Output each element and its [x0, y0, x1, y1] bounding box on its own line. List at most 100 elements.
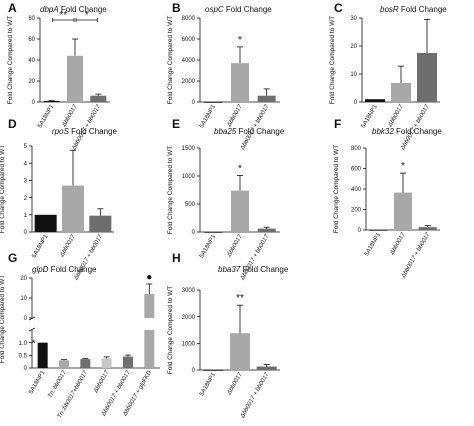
bar — [204, 101, 223, 103]
bar — [257, 228, 276, 232]
bar — [59, 360, 69, 368]
category-label-text: Δbb0017 — [59, 233, 77, 258]
panel-title-gene: rpoS — [52, 127, 70, 136]
category-label: Δbb0017 — [387, 103, 405, 128]
panel-title-gene: bbk32 — [372, 127, 394, 136]
panel-title-gene: ospC — [205, 5, 224, 14]
bar — [257, 95, 276, 102]
category-label-text: Δbb0017 — [387, 103, 405, 128]
y-tick-label: 800 — [351, 146, 362, 152]
category-label: Δbb0017 + bb0017 — [73, 233, 104, 282]
significance-marker: ● — [146, 272, 152, 283]
y-tick-label: 0 — [354, 100, 358, 106]
y-tick-label: 0 — [24, 230, 28, 236]
panel-title: bosR Fold Change — [380, 5, 447, 14]
y-tick-label: 0 — [192, 100, 196, 106]
bar — [230, 333, 250, 370]
panel-title-gene: bba25 — [214, 127, 237, 136]
bar — [34, 214, 57, 232]
bar — [203, 369, 224, 371]
bar — [144, 330, 155, 368]
panel-title-rest: Fold Change — [69, 127, 118, 136]
y-tick-label: 10 — [350, 72, 357, 78]
panel-title-rest: Fold Change — [399, 5, 448, 14]
panel-letter: C — [334, 1, 343, 15]
category-label-text: Δbb0017 — [226, 233, 244, 258]
y-tick-label: 20 — [20, 276, 27, 282]
y-tick-label: 0 — [24, 316, 28, 322]
category-label: Δbb0017 — [93, 369, 111, 394]
y-tick-label: 200 — [351, 208, 362, 214]
bracket-label: * — [85, 10, 89, 21]
y-tick-label: 8000 — [182, 16, 196, 22]
bar — [417, 53, 437, 102]
bar — [80, 359, 91, 368]
panel-letter: A — [8, 1, 17, 15]
y-tick-label: 40 — [28, 58, 35, 64]
category-label-text: Δbb0017 — [226, 103, 244, 128]
bar — [204, 231, 223, 233]
panel-title-rest: Fold Change — [394, 127, 443, 136]
y-tick-label: 4 — [24, 161, 28, 167]
y-tick-label: 0 — [24, 366, 28, 372]
y-tick-label: 600 — [351, 167, 362, 173]
y-tick-label: 1500 — [182, 146, 196, 152]
y-tick-label: 6000 — [182, 37, 196, 43]
bar — [369, 229, 388, 231]
category-label: 5A18NP1 — [199, 103, 217, 129]
y-tick-label: 3 — [24, 179, 28, 185]
panel-title: dbpA Fold Change — [40, 5, 107, 14]
y-tick-label: 2000 — [182, 315, 196, 321]
bar — [89, 215, 112, 232]
y-tick-label: 2000 — [182, 79, 196, 85]
y-tick-label: 20 — [350, 44, 357, 50]
panel-letter: F — [334, 117, 341, 131]
bar — [90, 95, 107, 102]
y-tick-label: 1000 — [182, 342, 196, 348]
bar — [391, 82, 411, 102]
panel-title-gene: glpD — [32, 265, 49, 274]
y-tick-label: 10 — [20, 296, 27, 302]
significance-marker: * — [238, 35, 242, 46]
category-label-text: Tn::bb0017 — [47, 369, 68, 399]
panel-title-rest: Fold Change — [224, 5, 273, 14]
y-tick-label: 4000 — [182, 58, 196, 64]
category-label: 5A18NP1 — [199, 233, 217, 259]
bar — [123, 356, 133, 368]
y-tick-label: 0 — [192, 230, 196, 236]
bar — [37, 342, 48, 368]
y-tick-label: 0 — [358, 228, 362, 234]
axis-break-mark — [28, 316, 36, 332]
category-label-text: Δbb0017 — [226, 371, 244, 396]
category-label-text: Δbb0017 — [61, 103, 79, 128]
category-label: Δbb0017 + bb0017 — [239, 233, 270, 282]
bar — [62, 185, 84, 232]
panel-letter: B — [172, 1, 181, 15]
y-axis-label: Fold Change Compared to WT — [329, 16, 336, 105]
panel-title-gene: bosR — [380, 5, 399, 14]
y-tick-label: 500 — [185, 202, 196, 208]
y-tick-label: 5 — [24, 144, 28, 150]
bar — [231, 190, 249, 232]
category-label: Δbb0017 — [389, 231, 407, 256]
panel-title-rest: Fold Change — [236, 127, 285, 136]
y-tick-label: 2 — [24, 196, 28, 202]
panel-title: ospC Fold Change — [205, 5, 272, 14]
bar — [418, 227, 437, 230]
category-label-text: Δbb0017 — [93, 369, 111, 394]
panel-title: glpD Fold Change — [32, 265, 97, 274]
bar — [365, 99, 385, 102]
category-label: Δbb0017 + bb0017 — [239, 371, 270, 420]
y-axis-label: Fold Change Compared to WT — [167, 146, 174, 235]
panel-title-gene: bba37 — [218, 265, 241, 274]
bar — [101, 358, 112, 368]
panel-title: bba37 Fold Change — [218, 265, 289, 274]
y-tick-label: 1 — [24, 213, 28, 219]
panel-title: bbk32 Fold Change — [372, 127, 442, 136]
panel-letter: H — [172, 251, 181, 265]
category-label: 5A18NP1 — [31, 233, 49, 259]
category-label-text: Δbb0017 + bb0017 — [400, 231, 431, 280]
